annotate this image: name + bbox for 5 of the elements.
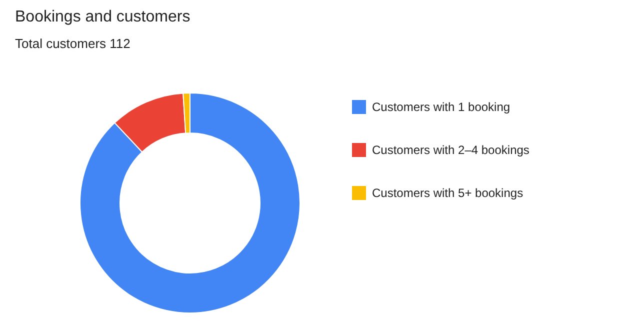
legend-label: Customers with 1 booking	[372, 100, 510, 114]
chart-title: Bookings and customers	[15, 8, 190, 26]
legend-label: Customers with 5+ bookings	[372, 186, 524, 200]
chart-subtitle: Total customers 112	[15, 36, 130, 51]
legend-label: Customers with 2–4 bookings	[372, 143, 530, 157]
